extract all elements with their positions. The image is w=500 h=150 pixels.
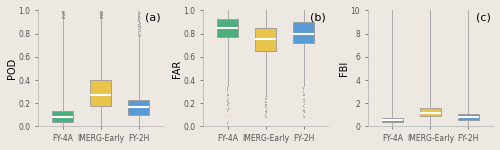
PathPatch shape <box>420 108 441 116</box>
PathPatch shape <box>382 118 403 122</box>
Text: (c): (c) <box>476 13 490 23</box>
PathPatch shape <box>255 28 276 51</box>
Y-axis label: FAR: FAR <box>172 59 182 78</box>
PathPatch shape <box>128 100 149 115</box>
Text: (b): (b) <box>310 13 326 23</box>
Y-axis label: FBI: FBI <box>339 61 349 76</box>
PathPatch shape <box>52 111 73 122</box>
Text: (a): (a) <box>146 13 161 23</box>
Y-axis label: POD: POD <box>7 58 17 79</box>
PathPatch shape <box>293 22 314 43</box>
PathPatch shape <box>458 114 479 120</box>
PathPatch shape <box>90 80 111 106</box>
PathPatch shape <box>217 19 238 37</box>
